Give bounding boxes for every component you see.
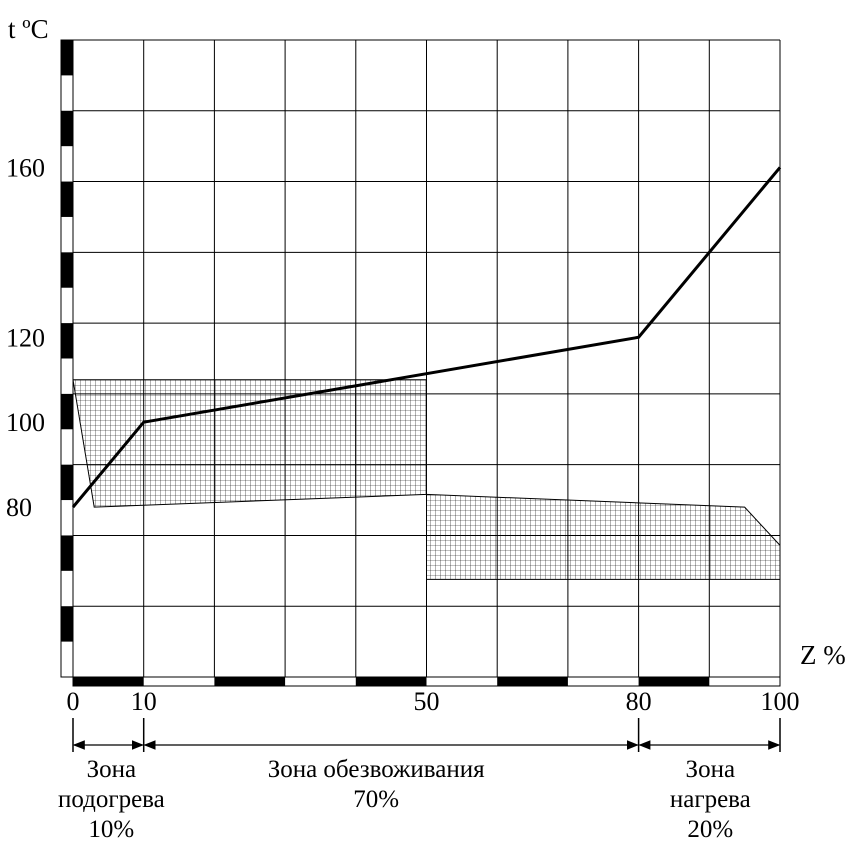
x-tick-label: 100: [761, 687, 800, 716]
zone-percent: 10%: [88, 816, 134, 843]
zone-label: Зона: [87, 756, 137, 783]
y-tick-label: 80: [6, 493, 32, 522]
x-tick-label: 10: [131, 687, 157, 716]
y-axis-segment: [61, 323, 73, 359]
y-axis-label: t ºC: [8, 14, 49, 44]
x-axis-segment: [497, 677, 568, 686]
y-axis-segment: [61, 393, 73, 430]
y-axis-segment: [61, 40, 73, 76]
temperature-line: [71, 166, 782, 509]
x-tick-label: 0: [67, 687, 80, 716]
y-tick-labels: 80 100 120 160: [6, 153, 45, 522]
x-tick-label: 50: [414, 687, 440, 716]
y-axis-segment: [61, 464, 73, 501]
x-axis-segment: [355, 677, 427, 686]
y-axis-segment: [61, 252, 73, 288]
x-axis-segment: [638, 677, 710, 686]
hatched-bands: [72, 379, 781, 580]
zone-percent: 70%: [353, 786, 399, 813]
zone-label: подогрева: [58, 786, 165, 813]
y-axis-segment: [61, 181, 73, 217]
x-tick-label: 80: [626, 687, 652, 716]
y-tick-label: 160: [6, 153, 45, 182]
x-axis-segment: [214, 677, 286, 686]
x-tick-labels: 0 10 50 80 100: [67, 687, 800, 716]
axes: [60, 39, 781, 687]
x-axis-label: Z %: [800, 640, 846, 670]
zone-label: Зона обезвоживания: [268, 756, 485, 783]
y-axis-segment: [61, 535, 73, 571]
zone-label: Зона: [686, 756, 736, 783]
y-axis-segment: [61, 606, 73, 642]
y-axis-segment: [61, 110, 73, 147]
y-tick-label: 120: [6, 323, 45, 352]
x-axis-segment: [73, 677, 144, 686]
zone-percent: 20%: [687, 816, 733, 843]
y-tick-label: 100: [6, 408, 45, 437]
zone-annotations: Зона подогрева 10% Зона обезвоживания 70% Зон…: [58, 718, 781, 843]
grid: [73, 39, 781, 677]
zone-label: нагрева: [670, 786, 751, 813]
hatched-band: [426, 493, 781, 580]
series: [71, 166, 782, 509]
